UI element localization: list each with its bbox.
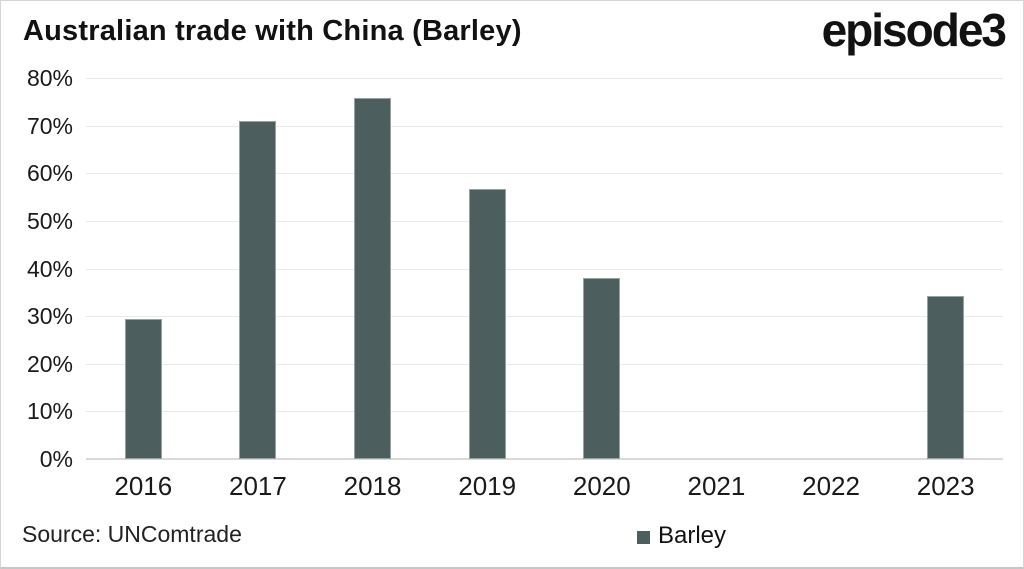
x-tick-label-2019: 2019 xyxy=(458,471,517,501)
gridline-40% xyxy=(86,268,1003,270)
x-tick-label-2021: 2021 xyxy=(687,471,746,501)
x-tick-label-2018: 2018 xyxy=(343,471,402,501)
gridline-60% xyxy=(86,173,1003,175)
x-axis-line xyxy=(86,458,1003,460)
y-tick-label-20%: 20% xyxy=(26,350,73,377)
chart-bar-2020 xyxy=(583,277,621,459)
legend-swatch-icon xyxy=(637,530,650,544)
gridline-30% xyxy=(86,316,1003,318)
x-tick-label-2020: 2020 xyxy=(572,471,631,501)
episode3-logo: episode3 xyxy=(821,4,1007,56)
y-tick-label-40%: 40% xyxy=(26,255,73,282)
x-tick-label-2016: 2016 xyxy=(114,471,173,501)
y-tick-label-60%: 60% xyxy=(26,160,73,187)
gridline-80% xyxy=(86,78,1003,79)
chart-title: Australian trade with China (Barley) xyxy=(23,15,522,47)
x-tick-label-2017: 2017 xyxy=(229,471,287,501)
chart-bar-2019 xyxy=(468,189,506,459)
chart-bar-2016 xyxy=(124,319,162,459)
y-tick-label-80%: 80% xyxy=(26,65,73,91)
gridline-10% xyxy=(86,411,1003,413)
gridline-20% xyxy=(86,363,1003,365)
gridline-70% xyxy=(86,125,1003,127)
source-note: Source: UNComtrade xyxy=(22,521,242,547)
y-tick-label-30%: 30% xyxy=(26,303,73,330)
gridline-50% xyxy=(86,220,1003,222)
y-tick-label-10%: 10% xyxy=(26,398,73,425)
y-tick-label-50%: 50% xyxy=(26,207,73,234)
y-tick-label-0%: 0% xyxy=(39,446,73,472)
chart-bar-2023 xyxy=(927,295,965,459)
legend-label: Barley xyxy=(658,522,727,549)
legend: Barley xyxy=(637,522,726,550)
chart-bar-2018 xyxy=(354,98,392,459)
x-tick-label-2023: 2023 xyxy=(916,471,975,501)
y-tick-label-70%: 70% xyxy=(26,112,73,139)
x-tick-label-2022: 2022 xyxy=(802,471,860,501)
chart-bar-2017 xyxy=(239,121,277,459)
